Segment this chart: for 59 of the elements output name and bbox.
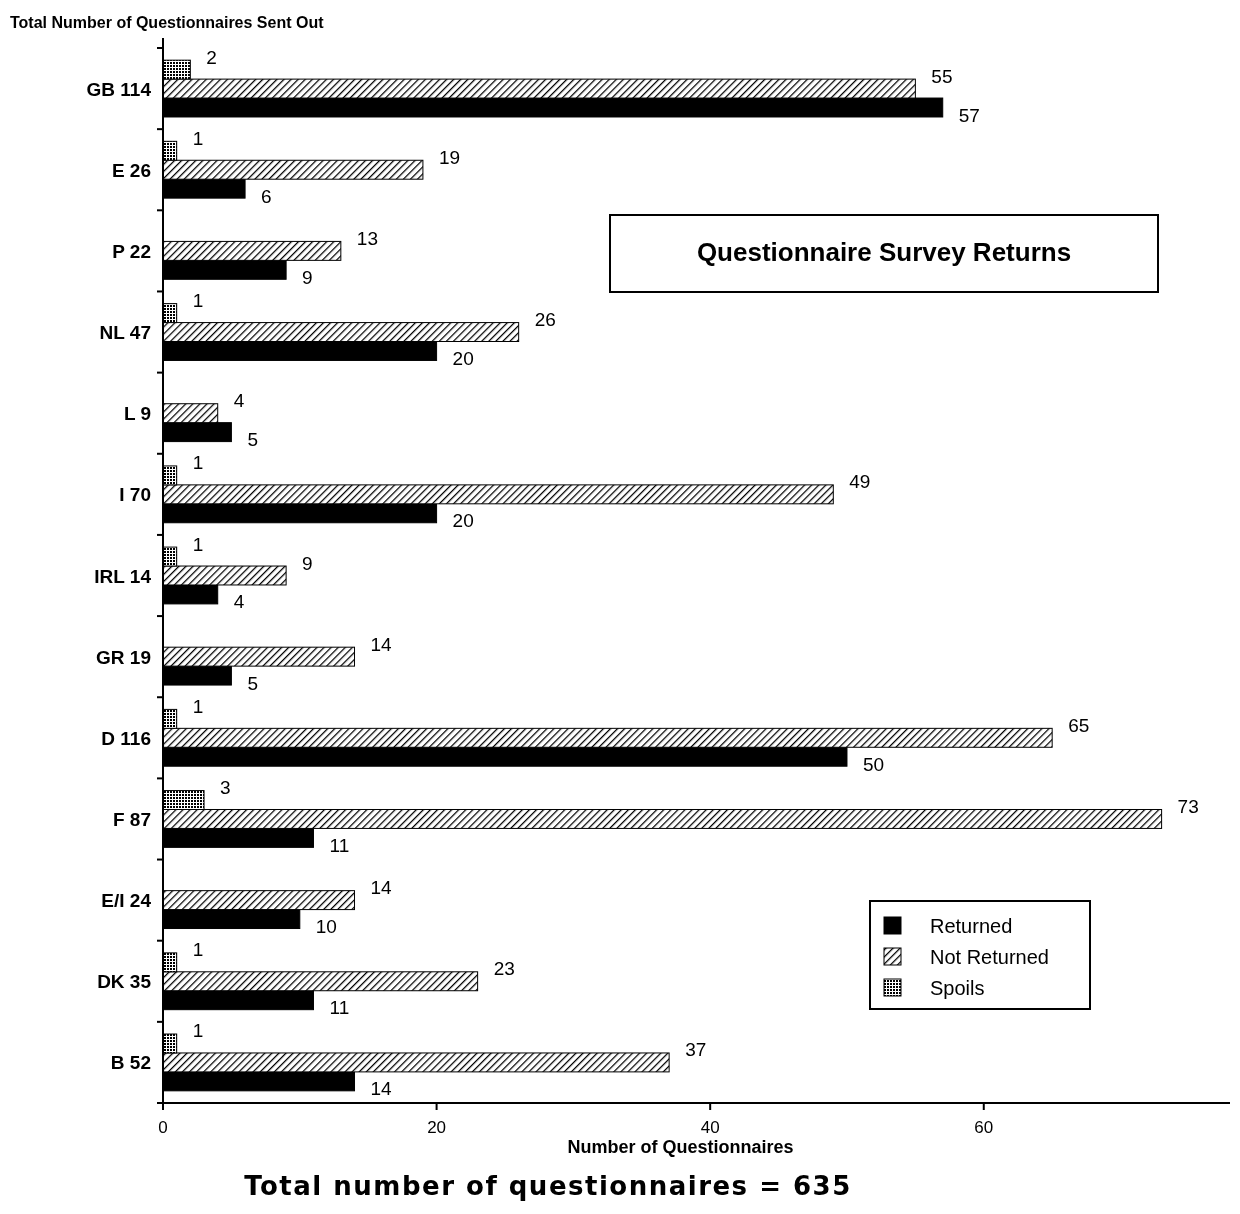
data-label: 6 <box>261 185 272 207</box>
data-label: 1 <box>192 695 204 717</box>
y-tick-label: NL 47 <box>99 322 151 344</box>
x-tick-label: 40 <box>700 1118 720 1137</box>
data-label: 13 <box>356 227 378 249</box>
x-axis-title: Number of Questionnaires <box>567 1137 794 1157</box>
data-label: 11 <box>329 997 350 1019</box>
y-axis-title: Total Number of Questionnaires Sent Out <box>10 14 325 31</box>
data-label: 14 <box>370 633 393 655</box>
data-label: 1 <box>192 127 204 149</box>
y-tick-label: IRL 14 <box>94 565 152 587</box>
y-tick-label: E 26 <box>111 159 151 181</box>
legend-label: Returned <box>930 915 1013 937</box>
data-label: 14 <box>370 877 393 899</box>
data-label: 2 <box>206 46 217 68</box>
y-tick-label: F 87 <box>112 808 151 830</box>
data-label: 1 <box>192 939 204 961</box>
title-frame: Questionnaire Survey Returns <box>609 214 1159 293</box>
data-label: 9 <box>302 266 313 288</box>
data-label: 19 <box>438 146 461 168</box>
legend-label: Spoils <box>930 977 985 999</box>
data-label: 10 <box>315 916 337 938</box>
data-label: 23 <box>493 958 515 980</box>
y-tick-label: GR 19 <box>96 646 151 668</box>
data-label: 9 <box>302 552 313 574</box>
data-label: 1 <box>192 1020 204 1042</box>
data-label: 65 <box>1068 714 1090 736</box>
data-label: 3 <box>220 777 231 799</box>
data-label: 20 <box>452 510 474 532</box>
y-tick-label: I 70 <box>119 484 151 506</box>
data-label: 20 <box>452 347 474 369</box>
x-tick-label: 60 <box>974 1118 994 1137</box>
data-label: 37 <box>685 1039 707 1061</box>
data-label: 1 <box>192 452 204 474</box>
data-label: 49 <box>849 471 871 493</box>
y-tick-label: P 22 <box>112 240 151 262</box>
data-label: 4 <box>233 390 245 412</box>
legend-label: Not Returned <box>930 946 1049 968</box>
y-tick-label: L 9 <box>123 403 151 425</box>
y-tick-label: DK 35 <box>97 971 152 993</box>
data-label: 55 <box>931 65 953 87</box>
data-label: 5 <box>247 429 258 451</box>
text: Total number of questionnaires = 635 <box>244 1171 852 1201</box>
y-tick-label: GB 114 <box>86 78 152 100</box>
data-label: 4 <box>233 591 245 613</box>
data-label: 57 <box>958 104 980 126</box>
data-label: 1 <box>192 290 204 312</box>
y-tick-label: B 52 <box>110 1052 151 1074</box>
data-label: 73 <box>1177 795 1199 817</box>
y-tick-label: D 116 <box>101 727 151 749</box>
data-label: 26 <box>534 309 556 331</box>
data-label: 1 <box>192 533 204 555</box>
y-tick-label: E/I 24 <box>101 890 152 912</box>
data-label: 50 <box>862 753 885 775</box>
x-tick-label: 0 <box>158 1118 168 1137</box>
x-tick-label: 20 <box>427 1118 447 1137</box>
data-label: 5 <box>247 672 258 694</box>
data-label: 14 <box>370 1078 393 1100</box>
data-label: 11 <box>329 834 350 856</box>
